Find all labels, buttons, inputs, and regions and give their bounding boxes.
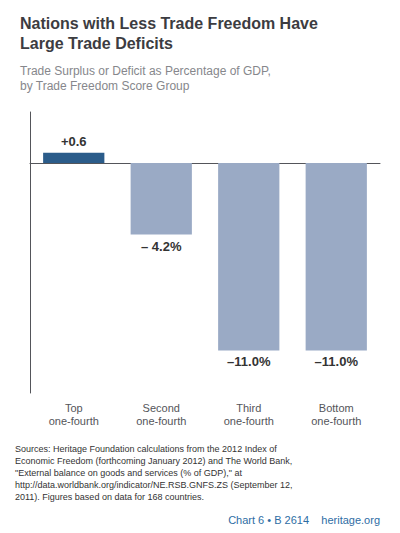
- svg-text:Economic Freedom (forthcoming: Economic Freedom (forthcoming January 20…: [15, 456, 292, 466]
- svg-text:+0.6: +0.6: [61, 134, 87, 149]
- svg-text:one-fourth: one-fourth: [49, 415, 99, 427]
- svg-text:Top: Top: [65, 402, 83, 414]
- svg-text:Third: Third: [236, 402, 261, 414]
- svg-text:http://data.worldbank.org/indi: http://data.worldbank.org/indicator/NE.R…: [15, 480, 293, 490]
- svg-text:– 4.2%: – 4.2%: [141, 239, 182, 254]
- svg-text:"External balance on goods and: "External balance on goods and services …: [15, 468, 243, 478]
- svg-text:2011). Figures based on data f: 2011). Figures based on data for 168 cou…: [15, 492, 204, 502]
- svg-text:–11.0%: –11.0%: [315, 354, 359, 369]
- svg-text:one-fourth: one-fourth: [224, 415, 274, 427]
- svg-text:Nations with Less Trade Freedo: Nations with Less Trade Freedom Have: [20, 15, 318, 32]
- svg-text:Second: Second: [143, 402, 180, 414]
- svg-text:Chart 6 • B 2614 heritage.o: Chart 6 • B 2614 heritage.org: [228, 514, 380, 526]
- svg-text:–11.0%: –11.0%: [227, 354, 271, 369]
- svg-text:Bottom: Bottom: [319, 402, 354, 414]
- svg-text:one-fourth: one-fourth: [136, 415, 186, 427]
- svg-text:by Trade Freedom Score Group: by Trade Freedom Score Group: [20, 79, 190, 93]
- svg-text:one-fourth: one-fourth: [311, 415, 361, 427]
- svg-text:Sources: Heritage Foundation c: Sources: Heritage Foundation calculation…: [15, 444, 277, 454]
- svg-text:Trade Surplus or Deficit as Pe: Trade Surplus or Deficit as Percentage o…: [20, 64, 271, 78]
- svg-text:Large Trade Deficits: Large Trade Deficits: [20, 35, 173, 52]
